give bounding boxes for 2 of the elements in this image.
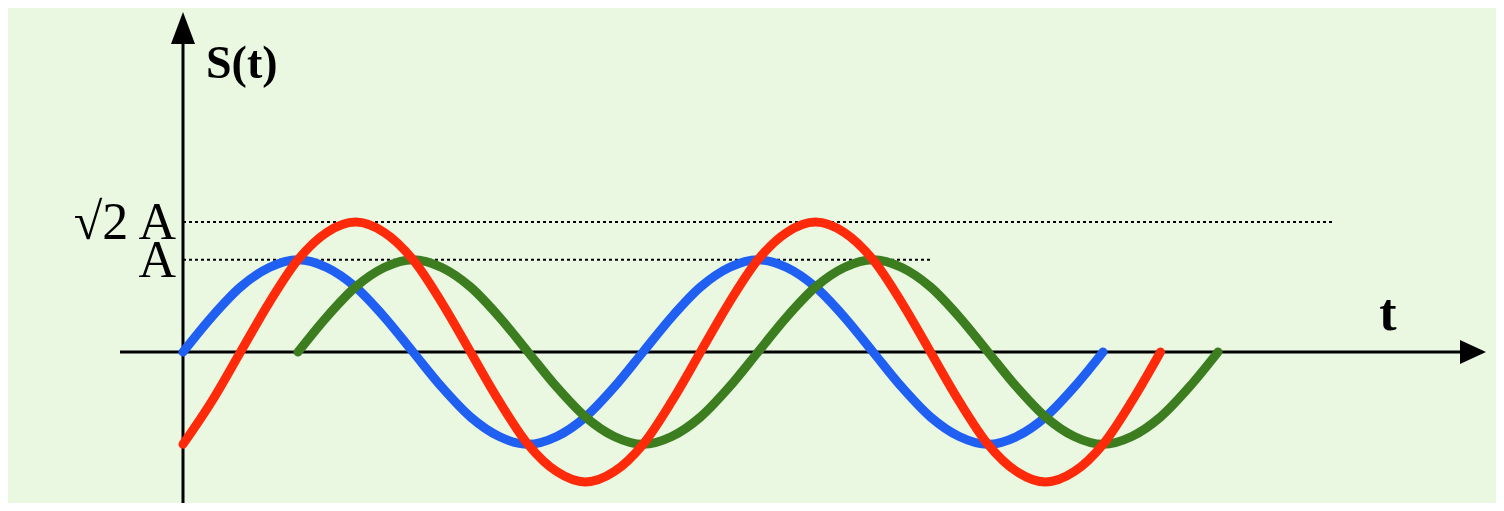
- x-axis-title: t: [1379, 284, 1398, 341]
- y-axis-title: S(t): [206, 37, 278, 88]
